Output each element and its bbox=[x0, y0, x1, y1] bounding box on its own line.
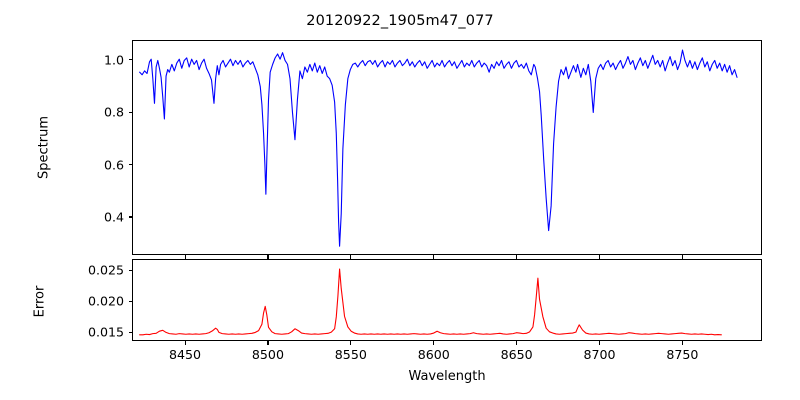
error-y-axis-label: Error bbox=[32, 285, 48, 318]
x-tick-label: 8450 bbox=[169, 347, 202, 362]
spectrum-line-series bbox=[133, 41, 761, 254]
spectrum-plot-area bbox=[132, 40, 762, 255]
error-y-tick-label: 0.015 bbox=[87, 324, 124, 340]
error-line-series bbox=[133, 260, 761, 340]
error-y-tick-mark bbox=[128, 300, 132, 302]
spectrum-x-tick-mark bbox=[184, 255, 186, 259]
spectrum-x-tick-mark bbox=[681, 255, 683, 259]
spectrum-y-tick-mark bbox=[128, 111, 132, 113]
spectrum-y-tick-label: 0.4 bbox=[103, 209, 124, 225]
spectrum-x-tick-mark bbox=[599, 255, 601, 259]
error-x-tick-mark bbox=[350, 341, 352, 345]
spectrum-x-tick-mark bbox=[350, 255, 352, 259]
x-tick-label: 8550 bbox=[334, 347, 367, 362]
x-tick-label: 8650 bbox=[500, 347, 533, 362]
error-x-tick-mark bbox=[599, 341, 601, 345]
error-y-tick-mark bbox=[128, 269, 132, 271]
error-x-tick-mark bbox=[516, 341, 518, 345]
spectrum-y-tick-label: 1.0 bbox=[103, 52, 124, 68]
spectrum-y-axis-label: Spectrum bbox=[36, 116, 52, 179]
page-title: 20120922_1905m47_077 bbox=[306, 13, 494, 29]
spectrum-x-tick-mark bbox=[267, 255, 269, 259]
x-tick-label: 8750 bbox=[666, 347, 699, 362]
spectrum-y-tick-mark bbox=[128, 216, 132, 218]
spectrum-x-tick-mark bbox=[516, 255, 518, 259]
spectrum-y-tick-label: 0.6 bbox=[103, 157, 124, 173]
x-tick-label: 8600 bbox=[417, 347, 450, 362]
spectrum-x-tick-mark bbox=[433, 255, 435, 259]
x-tick-label: 8700 bbox=[583, 347, 616, 362]
spectrum-y-tick-label: 0.8 bbox=[103, 104, 124, 120]
x-axis-label: Wavelength bbox=[408, 369, 486, 384]
error-y-tick-label: 0.020 bbox=[87, 293, 124, 309]
error-plot-area bbox=[132, 259, 762, 341]
error-x-tick-mark bbox=[681, 341, 683, 345]
error-x-tick-mark bbox=[267, 341, 269, 345]
error-y-tick-label: 0.025 bbox=[87, 262, 124, 278]
spectrum-y-tick-mark bbox=[128, 164, 132, 166]
error-x-tick-mark bbox=[433, 341, 435, 345]
x-tick-label: 8500 bbox=[251, 347, 284, 362]
error-x-tick-mark bbox=[184, 341, 186, 345]
spectrum-y-tick-mark bbox=[128, 59, 132, 61]
error-y-tick-mark bbox=[128, 331, 132, 333]
